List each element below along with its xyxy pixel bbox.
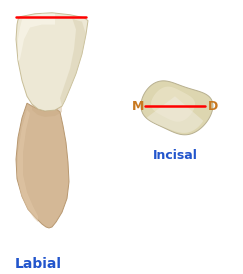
Text: D: D xyxy=(208,100,218,113)
Polygon shape xyxy=(18,14,55,61)
Text: Labial: Labial xyxy=(15,258,61,272)
Polygon shape xyxy=(60,18,86,106)
Polygon shape xyxy=(147,96,203,133)
Polygon shape xyxy=(151,87,195,122)
Polygon shape xyxy=(141,81,213,135)
Text: Incisal: Incisal xyxy=(153,149,197,162)
Polygon shape xyxy=(32,104,62,117)
Text: M: M xyxy=(132,100,144,113)
Polygon shape xyxy=(17,110,38,222)
Polygon shape xyxy=(16,13,88,111)
Polygon shape xyxy=(16,103,69,228)
